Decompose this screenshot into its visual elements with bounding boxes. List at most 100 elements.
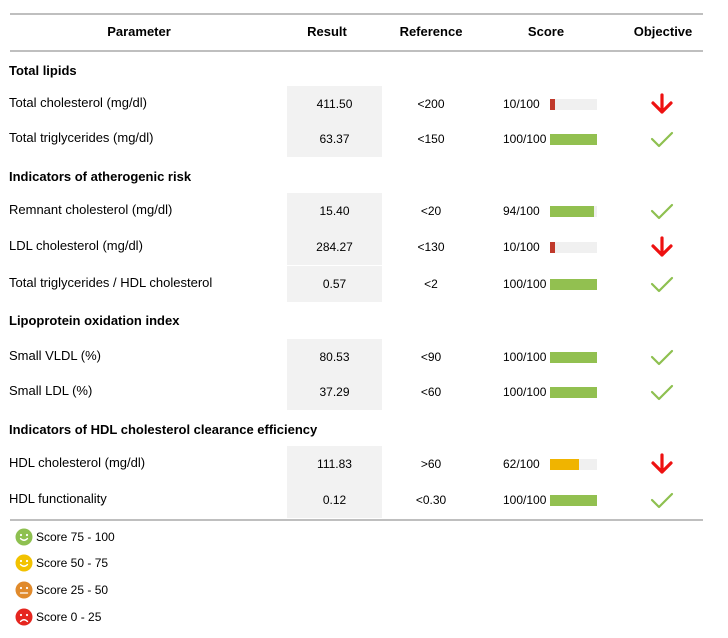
result-value: 0.12 bbox=[322, 493, 347, 507]
score-bar-fill bbox=[550, 352, 597, 363]
score-bar bbox=[550, 134, 597, 145]
table-bottom-rule bbox=[10, 519, 703, 521]
result-cell-background bbox=[287, 374, 382, 410]
score-bar bbox=[550, 99, 597, 110]
legend-label: Score 0 - 25 bbox=[36, 610, 102, 624]
reference-value: <20 bbox=[420, 204, 442, 218]
section-title: Indicators of HDL cholesterol clearance … bbox=[9, 422, 318, 437]
reference-value: <200 bbox=[417, 97, 445, 111]
score-bar bbox=[550, 206, 597, 217]
checkmark-icon bbox=[648, 345, 676, 369]
result-value: 80.53 bbox=[319, 350, 350, 364]
table-row: Small LDL (%) 37.29 <60 100/100 bbox=[0, 374, 728, 410]
parameter-label: Remnant cholesterol (mg/dl) bbox=[9, 202, 173, 217]
score-bar bbox=[550, 459, 597, 470]
header-result: Result bbox=[307, 24, 347, 39]
table-row: HDL cholesterol (mg/dl) 111.83 >60 62/100 bbox=[0, 446, 728, 482]
result-cell-background bbox=[287, 266, 382, 302]
header-score: Score bbox=[527, 24, 565, 39]
reference-value: <150 bbox=[417, 132, 445, 146]
header-parameter: Parameter bbox=[107, 24, 171, 39]
reference-value: <130 bbox=[417, 240, 445, 254]
score-bar-fill bbox=[550, 495, 597, 506]
neutral-face-icon bbox=[15, 581, 33, 599]
result-value: 411.50 bbox=[316, 97, 353, 111]
score-value: 100/100 bbox=[503, 132, 547, 146]
parameter-label: Small LDL (%) bbox=[9, 383, 93, 398]
result-value: 284.27 bbox=[316, 240, 353, 254]
legend-label: Score 75 - 100 bbox=[36, 530, 115, 544]
score-bar-fill bbox=[550, 387, 597, 398]
reference-value: >60 bbox=[420, 457, 442, 471]
score-value: 100/100 bbox=[503, 493, 547, 507]
score-bar-fill bbox=[550, 279, 597, 290]
result-cell-background bbox=[287, 86, 382, 122]
table-row: LDL cholesterol (mg/dl) 284.27 <130 10/100 bbox=[0, 229, 728, 265]
section-title: Indicators of atherogenic risk bbox=[9, 169, 192, 184]
smiley-face-icon bbox=[15, 554, 33, 572]
score-value: 100/100 bbox=[503, 277, 547, 291]
result-cell-background bbox=[287, 339, 382, 375]
result-cell-background bbox=[287, 193, 382, 229]
score-bar-fill bbox=[550, 134, 597, 145]
parameter-label: HDL functionality bbox=[9, 491, 107, 506]
result-cell-background bbox=[287, 229, 382, 265]
header-objective: Objective bbox=[633, 24, 693, 39]
checkmark-icon bbox=[648, 488, 676, 512]
score-bar bbox=[550, 387, 597, 398]
score-bar-fill bbox=[550, 206, 594, 217]
score-value: 10/100 bbox=[503, 240, 540, 254]
legend-label: Score 25 - 50 bbox=[36, 583, 109, 597]
result-cell-background bbox=[287, 446, 382, 482]
table-row: Total triglycerides (mg/dl) 63.37 <150 100/… bbox=[0, 121, 728, 157]
section-title: Total lipids bbox=[9, 63, 77, 78]
score-bar bbox=[550, 352, 597, 363]
table-row: Total cholesterol (mg/dl) 411.50 <200 10/10… bbox=[0, 86, 728, 122]
checkmark-icon bbox=[648, 199, 676, 223]
table-row: Remnant cholesterol (mg/dl) 15.40 <20 94/10… bbox=[0, 193, 728, 229]
score-bar-fill bbox=[550, 99, 555, 110]
table-top-rule bbox=[10, 13, 703, 15]
arrow-down-icon bbox=[648, 92, 676, 116]
score-bar-fill bbox=[550, 459, 579, 470]
score-value: 100/100 bbox=[503, 385, 547, 399]
legend-label: Score 50 - 75 bbox=[36, 556, 109, 570]
parameter-label: HDL cholesterol (mg/dl) bbox=[9, 455, 146, 470]
result-value: 111.83 bbox=[317, 457, 352, 471]
arrow-down-icon bbox=[648, 235, 676, 259]
result-cell-background bbox=[287, 121, 382, 157]
score-value: 100/100 bbox=[503, 350, 547, 364]
reference-value: <0.30 bbox=[415, 493, 447, 507]
score-value: 10/100 bbox=[503, 97, 540, 111]
score-bar bbox=[550, 279, 597, 290]
table-row: HDL functionality 0.12 <0.30 100/100 bbox=[0, 482, 728, 518]
score-bar bbox=[550, 495, 597, 506]
checkmark-icon bbox=[648, 127, 676, 151]
header-rule bbox=[10, 50, 703, 52]
score-value: 62/100 bbox=[503, 457, 540, 471]
table-row: Small VLDL (%) 80.53 <90 100/100 bbox=[0, 339, 728, 375]
arrow-down-icon bbox=[648, 452, 676, 476]
parameter-label: LDL cholesterol (mg/dl) bbox=[9, 238, 143, 253]
checkmark-icon bbox=[648, 380, 676, 404]
reference-value: <2 bbox=[424, 277, 438, 291]
parameter-label: Total triglycerides / HDL cholesterol bbox=[9, 275, 213, 290]
sad-face-icon bbox=[15, 608, 33, 626]
score-value: 94/100 bbox=[503, 204, 540, 218]
reference-value: <60 bbox=[420, 385, 442, 399]
smiley-face-icon bbox=[15, 528, 33, 546]
reference-value: <90 bbox=[420, 350, 442, 364]
header-reference: Reference bbox=[399, 24, 463, 39]
section-title: Lipoprotein oxidation index bbox=[9, 313, 180, 328]
result-value: 0.57 bbox=[322, 277, 347, 291]
table-row: Total triglycerides / HDL cholesterol 0.5… bbox=[0, 266, 728, 302]
result-value: 63.37 bbox=[319, 132, 350, 146]
result-value: 37.29 bbox=[319, 385, 350, 399]
checkmark-icon bbox=[648, 272, 676, 296]
parameter-label: Total cholesterol (mg/dl) bbox=[9, 95, 147, 110]
score-bar bbox=[550, 242, 597, 253]
parameter-label: Total triglycerides (mg/dl) bbox=[9, 130, 154, 145]
result-value: 15.40 bbox=[319, 204, 350, 218]
score-bar-fill bbox=[550, 242, 555, 253]
